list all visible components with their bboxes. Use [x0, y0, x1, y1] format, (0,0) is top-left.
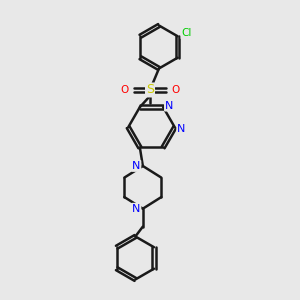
Text: Cl: Cl	[181, 28, 192, 38]
Text: S: S	[146, 83, 154, 97]
Text: N: N	[165, 100, 173, 111]
Text: N: N	[132, 204, 140, 214]
Text: N: N	[132, 161, 140, 171]
Text: O: O	[171, 85, 179, 95]
Text: O: O	[121, 85, 129, 95]
Text: N: N	[177, 124, 185, 134]
